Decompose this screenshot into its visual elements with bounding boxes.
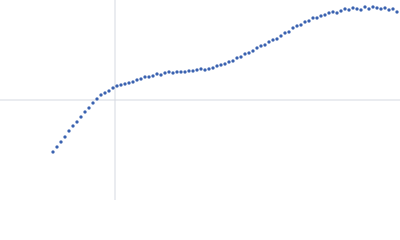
point bbox=[215, 64, 219, 68]
point bbox=[51, 150, 55, 154]
point bbox=[367, 7, 371, 11]
page: {"chart_data": {"type": "scatter", "x": … bbox=[0, 0, 400, 200]
point bbox=[327, 11, 331, 15]
point bbox=[283, 31, 287, 35]
point bbox=[75, 120, 79, 124]
point bbox=[115, 84, 119, 88]
point bbox=[199, 67, 203, 71]
point bbox=[247, 51, 251, 55]
point bbox=[155, 72, 159, 76]
point bbox=[131, 80, 135, 84]
point bbox=[175, 70, 179, 74]
point bbox=[135, 78, 139, 82]
point bbox=[279, 34, 283, 38]
point bbox=[335, 11, 339, 15]
point bbox=[87, 106, 91, 110]
point bbox=[163, 71, 167, 75]
point bbox=[223, 62, 227, 66]
point bbox=[387, 8, 391, 12]
point bbox=[143, 75, 147, 79]
point bbox=[255, 46, 259, 50]
point bbox=[83, 110, 87, 114]
point bbox=[391, 7, 395, 11]
point bbox=[191, 69, 195, 73]
point bbox=[203, 68, 207, 72]
point bbox=[91, 101, 95, 105]
point bbox=[339, 9, 343, 13]
point bbox=[95, 97, 99, 101]
point bbox=[55, 145, 59, 149]
point bbox=[263, 43, 267, 47]
point bbox=[351, 6, 355, 10]
point bbox=[179, 70, 183, 74]
point bbox=[71, 124, 75, 128]
point bbox=[219, 63, 223, 67]
chart bbox=[0, 0, 400, 200]
point bbox=[139, 77, 143, 81]
point bbox=[331, 10, 335, 14]
point bbox=[371, 5, 375, 9]
point bbox=[315, 16, 319, 20]
point bbox=[243, 52, 247, 56]
point bbox=[379, 7, 383, 11]
point bbox=[63, 135, 67, 139]
point bbox=[359, 8, 363, 12]
point bbox=[395, 10, 399, 14]
point bbox=[271, 38, 275, 42]
point bbox=[267, 40, 271, 44]
point bbox=[319, 14, 323, 18]
point bbox=[79, 115, 83, 119]
point bbox=[187, 69, 191, 73]
point bbox=[383, 6, 387, 10]
point bbox=[303, 20, 307, 24]
point bbox=[239, 55, 243, 59]
point bbox=[287, 30, 291, 34]
point bbox=[103, 91, 107, 95]
point bbox=[127, 81, 131, 85]
point bbox=[147, 75, 151, 79]
point bbox=[311, 16, 315, 20]
point bbox=[295, 24, 299, 28]
point bbox=[231, 59, 235, 63]
point bbox=[375, 6, 379, 10]
point bbox=[211, 66, 215, 70]
point bbox=[291, 26, 295, 30]
point bbox=[119, 83, 123, 87]
point bbox=[299, 23, 303, 27]
point bbox=[171, 71, 175, 75]
point bbox=[307, 19, 311, 23]
point bbox=[107, 89, 111, 93]
point bbox=[111, 86, 115, 90]
point bbox=[59, 140, 63, 144]
point bbox=[323, 13, 327, 17]
point bbox=[275, 37, 279, 41]
point bbox=[123, 82, 127, 86]
point bbox=[347, 8, 351, 12]
point bbox=[195, 68, 199, 72]
point bbox=[183, 70, 187, 74]
point bbox=[355, 7, 359, 11]
point bbox=[67, 129, 71, 133]
point bbox=[159, 73, 163, 77]
point bbox=[343, 7, 347, 11]
point bbox=[227, 60, 231, 64]
point bbox=[259, 44, 263, 48]
point bbox=[167, 70, 171, 74]
point bbox=[363, 5, 367, 9]
point bbox=[99, 93, 103, 97]
point bbox=[207, 67, 211, 71]
point bbox=[235, 56, 239, 60]
point bbox=[151, 74, 155, 78]
point bbox=[251, 49, 255, 53]
